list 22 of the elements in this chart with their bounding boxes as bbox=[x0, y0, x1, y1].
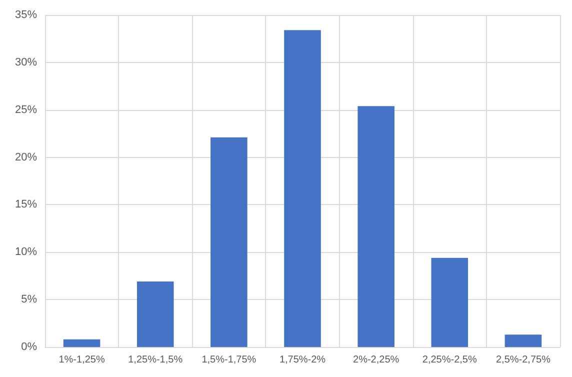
x-tick-label: 1,25%-1,5% bbox=[128, 354, 183, 366]
x-tick-label: 2,25%-2,5% bbox=[422, 354, 477, 366]
y-tick-label: 35% bbox=[14, 9, 38, 21]
x-tick-label: 2%-2,25% bbox=[353, 354, 400, 366]
bar bbox=[63, 339, 100, 347]
bar bbox=[431, 258, 468, 347]
bar bbox=[210, 137, 248, 347]
x-tick-label: 1,5%-1,75% bbox=[202, 354, 256, 366]
x-tick-label: 1%-1,25% bbox=[58, 354, 105, 366]
x-tick-label: 1,75%-2% bbox=[279, 354, 326, 366]
y-tick-label: 5% bbox=[21, 294, 38, 306]
x-tick-label: 2,5%-2,75% bbox=[496, 354, 551, 366]
y-tick-label: 15% bbox=[14, 198, 38, 211]
y-tick-label: 25% bbox=[14, 104, 38, 116]
bar bbox=[504, 334, 542, 347]
y-tick-label: 20% bbox=[14, 151, 38, 164]
y-tick-label: 10% bbox=[14, 246, 38, 258]
bar bbox=[358, 106, 394, 347]
y-tick-label: 0% bbox=[21, 341, 38, 353]
bar bbox=[284, 30, 321, 347]
y-tick-label: 30% bbox=[14, 56, 38, 68]
bar bbox=[136, 282, 174, 347]
